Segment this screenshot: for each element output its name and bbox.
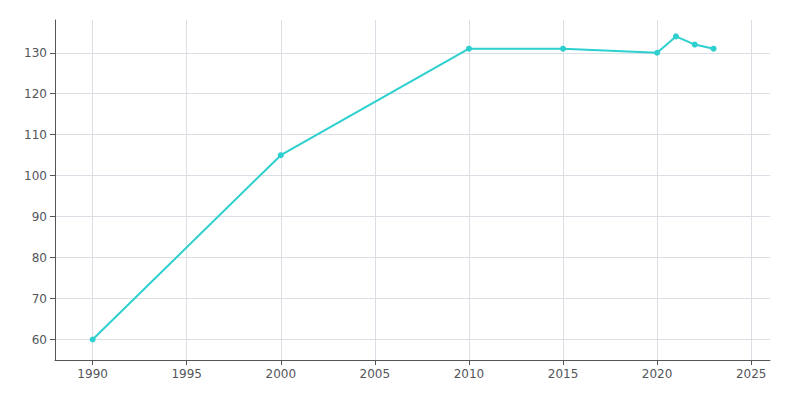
svg-text:120: 120 (24, 87, 47, 101)
svg-text:2015: 2015 (548, 367, 579, 381)
svg-text:130: 130 (24, 46, 47, 60)
svg-text:1990: 1990 (77, 367, 108, 381)
svg-text:2000: 2000 (266, 367, 297, 381)
svg-text:80: 80 (32, 251, 47, 265)
svg-text:2005: 2005 (360, 367, 391, 381)
svg-text:90: 90 (32, 210, 47, 224)
svg-text:60: 60 (32, 333, 47, 347)
svg-text:110: 110 (24, 128, 47, 142)
svg-text:100: 100 (24, 169, 47, 183)
svg-text:2025: 2025 (736, 367, 767, 381)
svg-text:70: 70 (32, 292, 47, 306)
svg-text:2010: 2010 (454, 367, 485, 381)
svg-text:1995: 1995 (171, 367, 202, 381)
svg-text:2020: 2020 (642, 367, 673, 381)
